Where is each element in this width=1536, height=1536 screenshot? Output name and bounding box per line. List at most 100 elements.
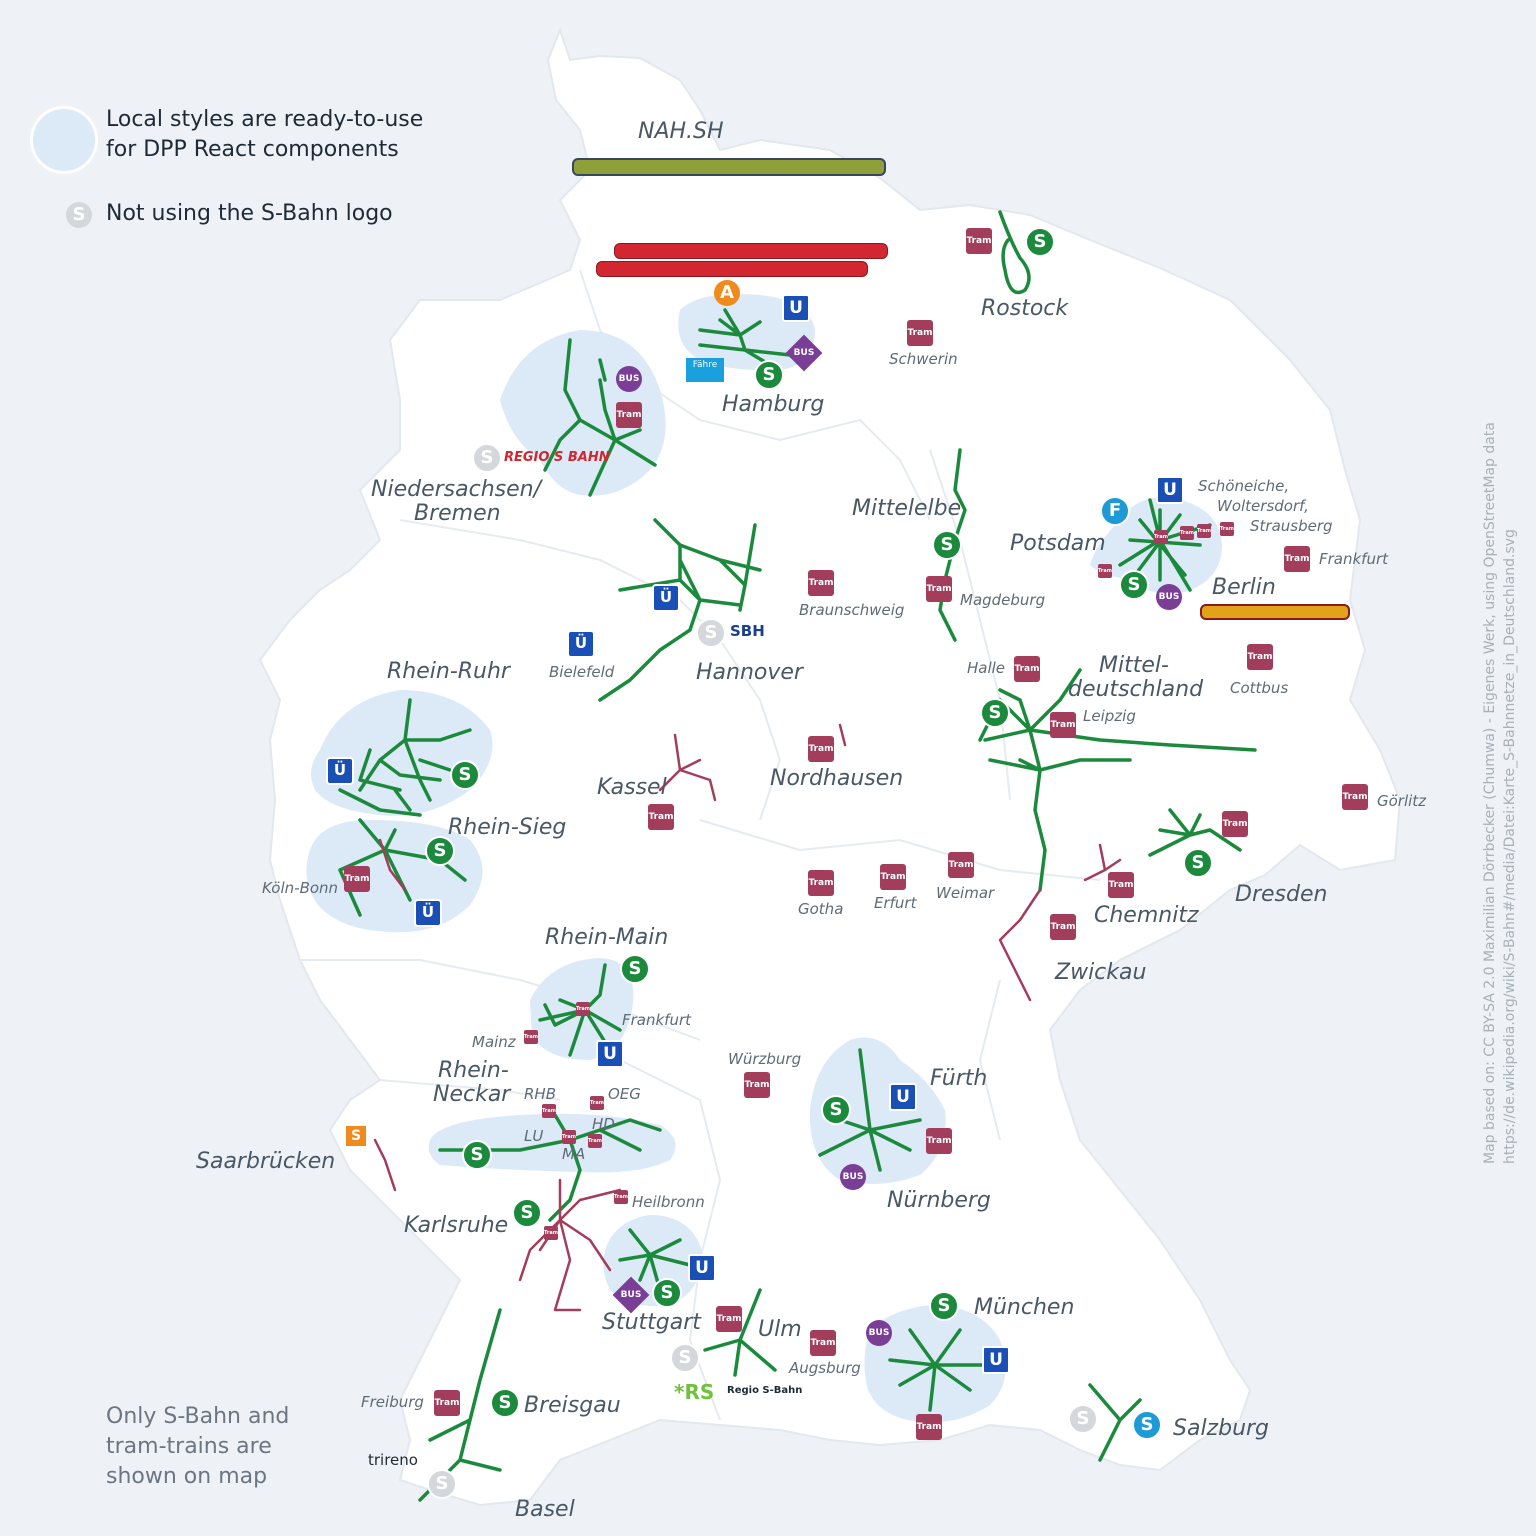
- lines-zwickau: [998, 888, 1042, 1002]
- dresden-s-bahn-icon: S: [1183, 848, 1213, 878]
- label-frankfurt-main: Frankfurt: [622, 1011, 692, 1029]
- train-red-upper-icon: [614, 243, 888, 259]
- braunschweig-tram-icon: Tram: [808, 570, 834, 596]
- label-mainz: Mainz: [472, 1033, 516, 1051]
- stuttgart-s-bahn-icon: S: [652, 1278, 682, 1308]
- niedersachsen-bus-icon: BUS: [616, 366, 642, 392]
- lines-hamburg: [698, 308, 792, 367]
- hd-tram-icon: Tram: [588, 1134, 602, 1148]
- lines-kassel: [658, 733, 717, 802]
- label-schoeneiche: Schöneiche,: [1198, 477, 1290, 495]
- label-mittelelbe: Mittelelbe: [852, 496, 962, 521]
- label-berlin: Berlin: [1212, 575, 1276, 600]
- gotha-tram-icon: Tram: [808, 870, 834, 896]
- stuttgart-bus-icon: BUS: [612, 1276, 650, 1314]
- mainz-tram-icon: Tram: [524, 1030, 538, 1044]
- augsburg-tram-icon: Tram: [810, 1330, 836, 1356]
- breisgau-s-bahn-icon: S: [490, 1388, 520, 1418]
- label-lu: LU: [524, 1127, 544, 1145]
- zwickau-tram-icon: Tram: [1050, 914, 1076, 940]
- berlin-ferry-f-icon: F: [1100, 496, 1130, 526]
- train-berlin-icon: [1200, 604, 1350, 620]
- label-potsdam: Potsdam: [1010, 531, 1106, 556]
- lines-rostock: [998, 210, 1031, 295]
- lines-hannover: [598, 518, 762, 702]
- rhein-sieg-s-bahn-icon: S: [425, 836, 455, 866]
- hamburg-bus-label: BUS: [793, 348, 815, 358]
- label-rhein-ruhr: Rhein-Ruhr: [387, 659, 510, 684]
- nordhausen-tram-icon: Tram: [808, 736, 834, 762]
- note-line3: shown on map: [106, 1464, 268, 1489]
- label-rhein-sieg: Rhein-Sieg: [448, 815, 567, 840]
- muenchen-u-bahn-icon: U: [982, 1346, 1010, 1374]
- kassel-tram-icon: Tram: [648, 804, 674, 830]
- hamburg-u-bahn-icon: U: [782, 294, 810, 322]
- label-goerlitz: Görlitz: [1377, 792, 1427, 810]
- attribution: Map based on: CC BY-SA 2.0 Maximilian Dö…: [1480, 344, 1520, 1164]
- note-line2: tram-trains are: [106, 1434, 272, 1459]
- label-hd: HD: [592, 1115, 615, 1133]
- legend-grey-s-icon: S: [66, 202, 92, 228]
- frankfurt-oder-tram-icon: Tram: [1284, 546, 1310, 572]
- label-hannover: Hannover: [696, 660, 803, 685]
- halle-tram-icon: Tram: [1014, 656, 1040, 682]
- label-niedersachsen: Niedersachsen/: [371, 477, 541, 502]
- label-rhb: RHB: [524, 1085, 556, 1103]
- lines-nuernberg: [818, 1048, 922, 1172]
- attribution-line2: https://de.wikipedia.org/wiki/S-Bahn#/me…: [1502, 529, 1518, 1164]
- label-braunschweig: Braunschweig: [799, 601, 905, 619]
- lines-nordhausen: [838, 723, 847, 747]
- lines-rhein-main: [538, 963, 622, 1057]
- oeg-tram-icon: Tram: [590, 1096, 604, 1110]
- label-freiburg: Freiburg: [361, 1393, 424, 1411]
- hannover-grey-s-icon: S: [696, 618, 726, 648]
- s-bahn-lines: [338, 210, 1257, 1502]
- rhein-neckar-s-bahn-icon: S: [462, 1140, 492, 1170]
- lu-tram-icon: Tram: [562, 1130, 576, 1144]
- schwerin-tram-icon: Tram: [907, 320, 933, 346]
- salzburg-grey-s-icon: S: [1068, 1404, 1098, 1434]
- mitteldeutschland-s-bahn-icon: S: [980, 698, 1010, 728]
- hannover-stadtbahn-icon: Ü: [652, 584, 680, 612]
- nuernberg-s-bahn-icon: S: [821, 1095, 851, 1125]
- legend-styled-line1: Local styles are ready-to-use: [106, 107, 424, 132]
- ulm-grey-s-icon: S: [670, 1343, 700, 1373]
- label-magdeburg: Magdeburg: [960, 591, 1046, 609]
- label-wuerzburg: Würzburg: [728, 1050, 802, 1068]
- hamburg-ferry-icon: Fähre: [686, 358, 724, 382]
- regio-s-bahn-logo: REGIO S BAHN: [504, 450, 610, 465]
- label-basel: Basel: [515, 1497, 575, 1522]
- label-cottbus: Cottbus: [1230, 679, 1289, 697]
- label-koeln-bonn: Köln-Bonn: [262, 879, 339, 897]
- berlin-tram-icon-4: Tram: [1220, 522, 1234, 536]
- train-nah-sh-icon: [572, 158, 886, 176]
- label-bremen: Bremen: [414, 501, 501, 526]
- legend-styled-swatch: [30, 106, 98, 174]
- region-nuernberg: [809, 1037, 946, 1184]
- nuernberg-tram-icon: Tram: [926, 1128, 952, 1154]
- label-dresden: Dresden: [1235, 882, 1328, 907]
- label-kassel: Kassel: [597, 775, 667, 800]
- lines-chemnitz: [1083, 843, 1122, 882]
- label-halle: Halle: [967, 659, 1006, 677]
- label-rhein: Rhein-: [438, 1058, 509, 1083]
- ulm-tram-icon: Tram: [716, 1306, 742, 1332]
- hamburg-akn-icon: A: [714, 280, 740, 306]
- dresden-tram-icon: Tram: [1222, 811, 1248, 837]
- rostock-s-bahn-icon: S: [1025, 227, 1055, 257]
- cottbus-tram-icon: Tram: [1247, 644, 1273, 670]
- label-ma: MA: [562, 1145, 586, 1163]
- muenchen-bus-icon: BUS: [866, 1320, 892, 1346]
- goerlitz-tram-icon: Tram: [1342, 784, 1368, 810]
- fuerth-u-bahn-icon: U: [889, 1083, 917, 1111]
- lines-niedersachsen: [543, 338, 657, 497]
- label-weimar: Weimar: [936, 884, 995, 902]
- stuttgart-bus-label: BUS: [620, 1290, 642, 1300]
- label-nordhausen: Nordhausen: [770, 766, 904, 791]
- label-rostock: Rostock: [981, 296, 1069, 321]
- rhein-ruhr-s-bahn-icon: S: [450, 760, 480, 790]
- rs-logo: *RS: [674, 1380, 715, 1404]
- berlin-bus-icon: BUS: [1156, 584, 1182, 610]
- lines-rhein-ruhr: [338, 698, 472, 817]
